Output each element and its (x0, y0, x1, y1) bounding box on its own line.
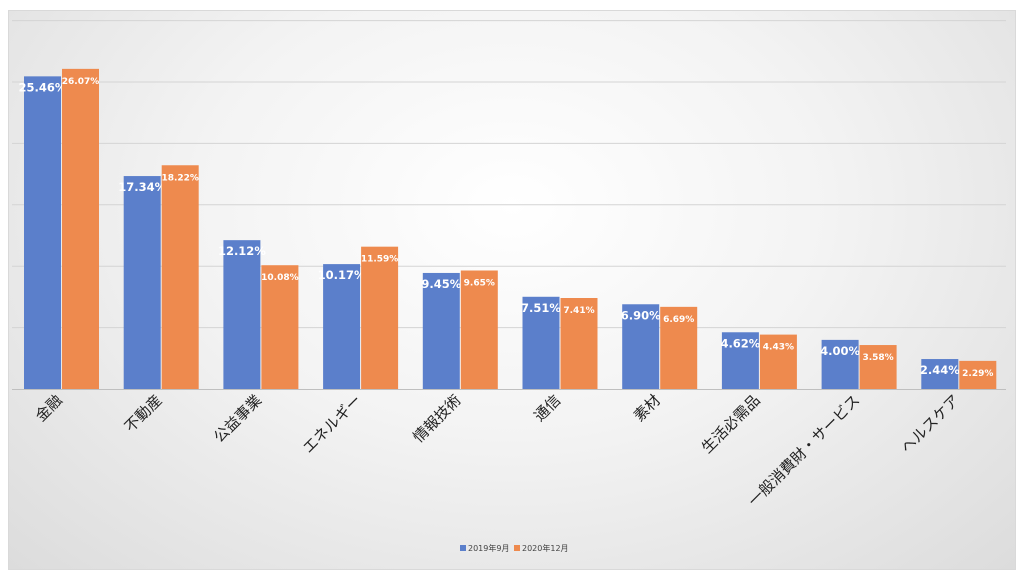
data-label: 2.29% (962, 369, 993, 379)
data-label: 11.59% (361, 255, 399, 265)
data-label: 17.34% (118, 180, 166, 194)
category-label: 不動産 (121, 391, 166, 436)
bar-series1 (323, 264, 361, 389)
data-label: 7.51% (521, 301, 561, 315)
bar-series1 (422, 272, 460, 389)
data-label: 7.41% (563, 306, 594, 316)
bar-series2 (859, 345, 897, 389)
data-label: 4.62% (720, 336, 760, 350)
data-label: 4.00% (820, 344, 860, 358)
bar-series2 (261, 265, 299, 389)
data-label: 12.12% (218, 244, 266, 258)
category-label: 通信 (530, 391, 564, 425)
data-label: 2.44% (920, 363, 960, 377)
bar-series2 (62, 68, 99, 389)
data-label: 9.45% (421, 277, 461, 291)
category-label: 情報技術 (409, 391, 464, 446)
data-label: 25.46% (19, 80, 67, 94)
bar-series1 (622, 304, 660, 389)
data-label: 3.58% (862, 353, 893, 363)
bar-series2 (460, 270, 498, 389)
category-label: 一般消費財・サービス (745, 391, 864, 510)
category-label: 金融 (32, 391, 66, 425)
bar-series1 (522, 296, 560, 389)
legend-swatch (514, 545, 520, 551)
data-label: 6.69% (663, 315, 694, 325)
category-label: 素材 (630, 391, 664, 425)
data-label: 4.43% (763, 343, 794, 353)
bar-series2 (161, 165, 199, 389)
data-label: 6.90% (621, 308, 661, 322)
category-label: 公益事業 (210, 391, 265, 446)
data-label: 18.22% (161, 173, 199, 183)
bar-series1 (721, 332, 759, 389)
bar-series1 (223, 240, 261, 389)
category-label: 生活必需品 (698, 391, 764, 457)
legend-label: 2020年12月 (522, 543, 569, 553)
bar-series1 (821, 339, 859, 389)
bar-series1 (24, 76, 61, 389)
category-label: エネルギー (299, 391, 365, 457)
category-label: ヘルスケア (897, 391, 963, 457)
data-label: 10.08% (261, 273, 299, 283)
data-label: 26.07% (62, 77, 100, 87)
legend-label: 2019年9月 (468, 543, 509, 553)
bar-series2 (959, 360, 997, 389)
data-label: 9.65% (464, 278, 495, 288)
bar-series2 (361, 246, 399, 389)
bar-series1 (123, 176, 161, 389)
legend-swatch (460, 545, 466, 551)
bar-series1 (921, 359, 959, 389)
bar-series2 (759, 334, 797, 389)
bar-series2 (660, 306, 698, 389)
data-label: 10.17% (318, 268, 366, 282)
bar-series2 (560, 298, 598, 389)
